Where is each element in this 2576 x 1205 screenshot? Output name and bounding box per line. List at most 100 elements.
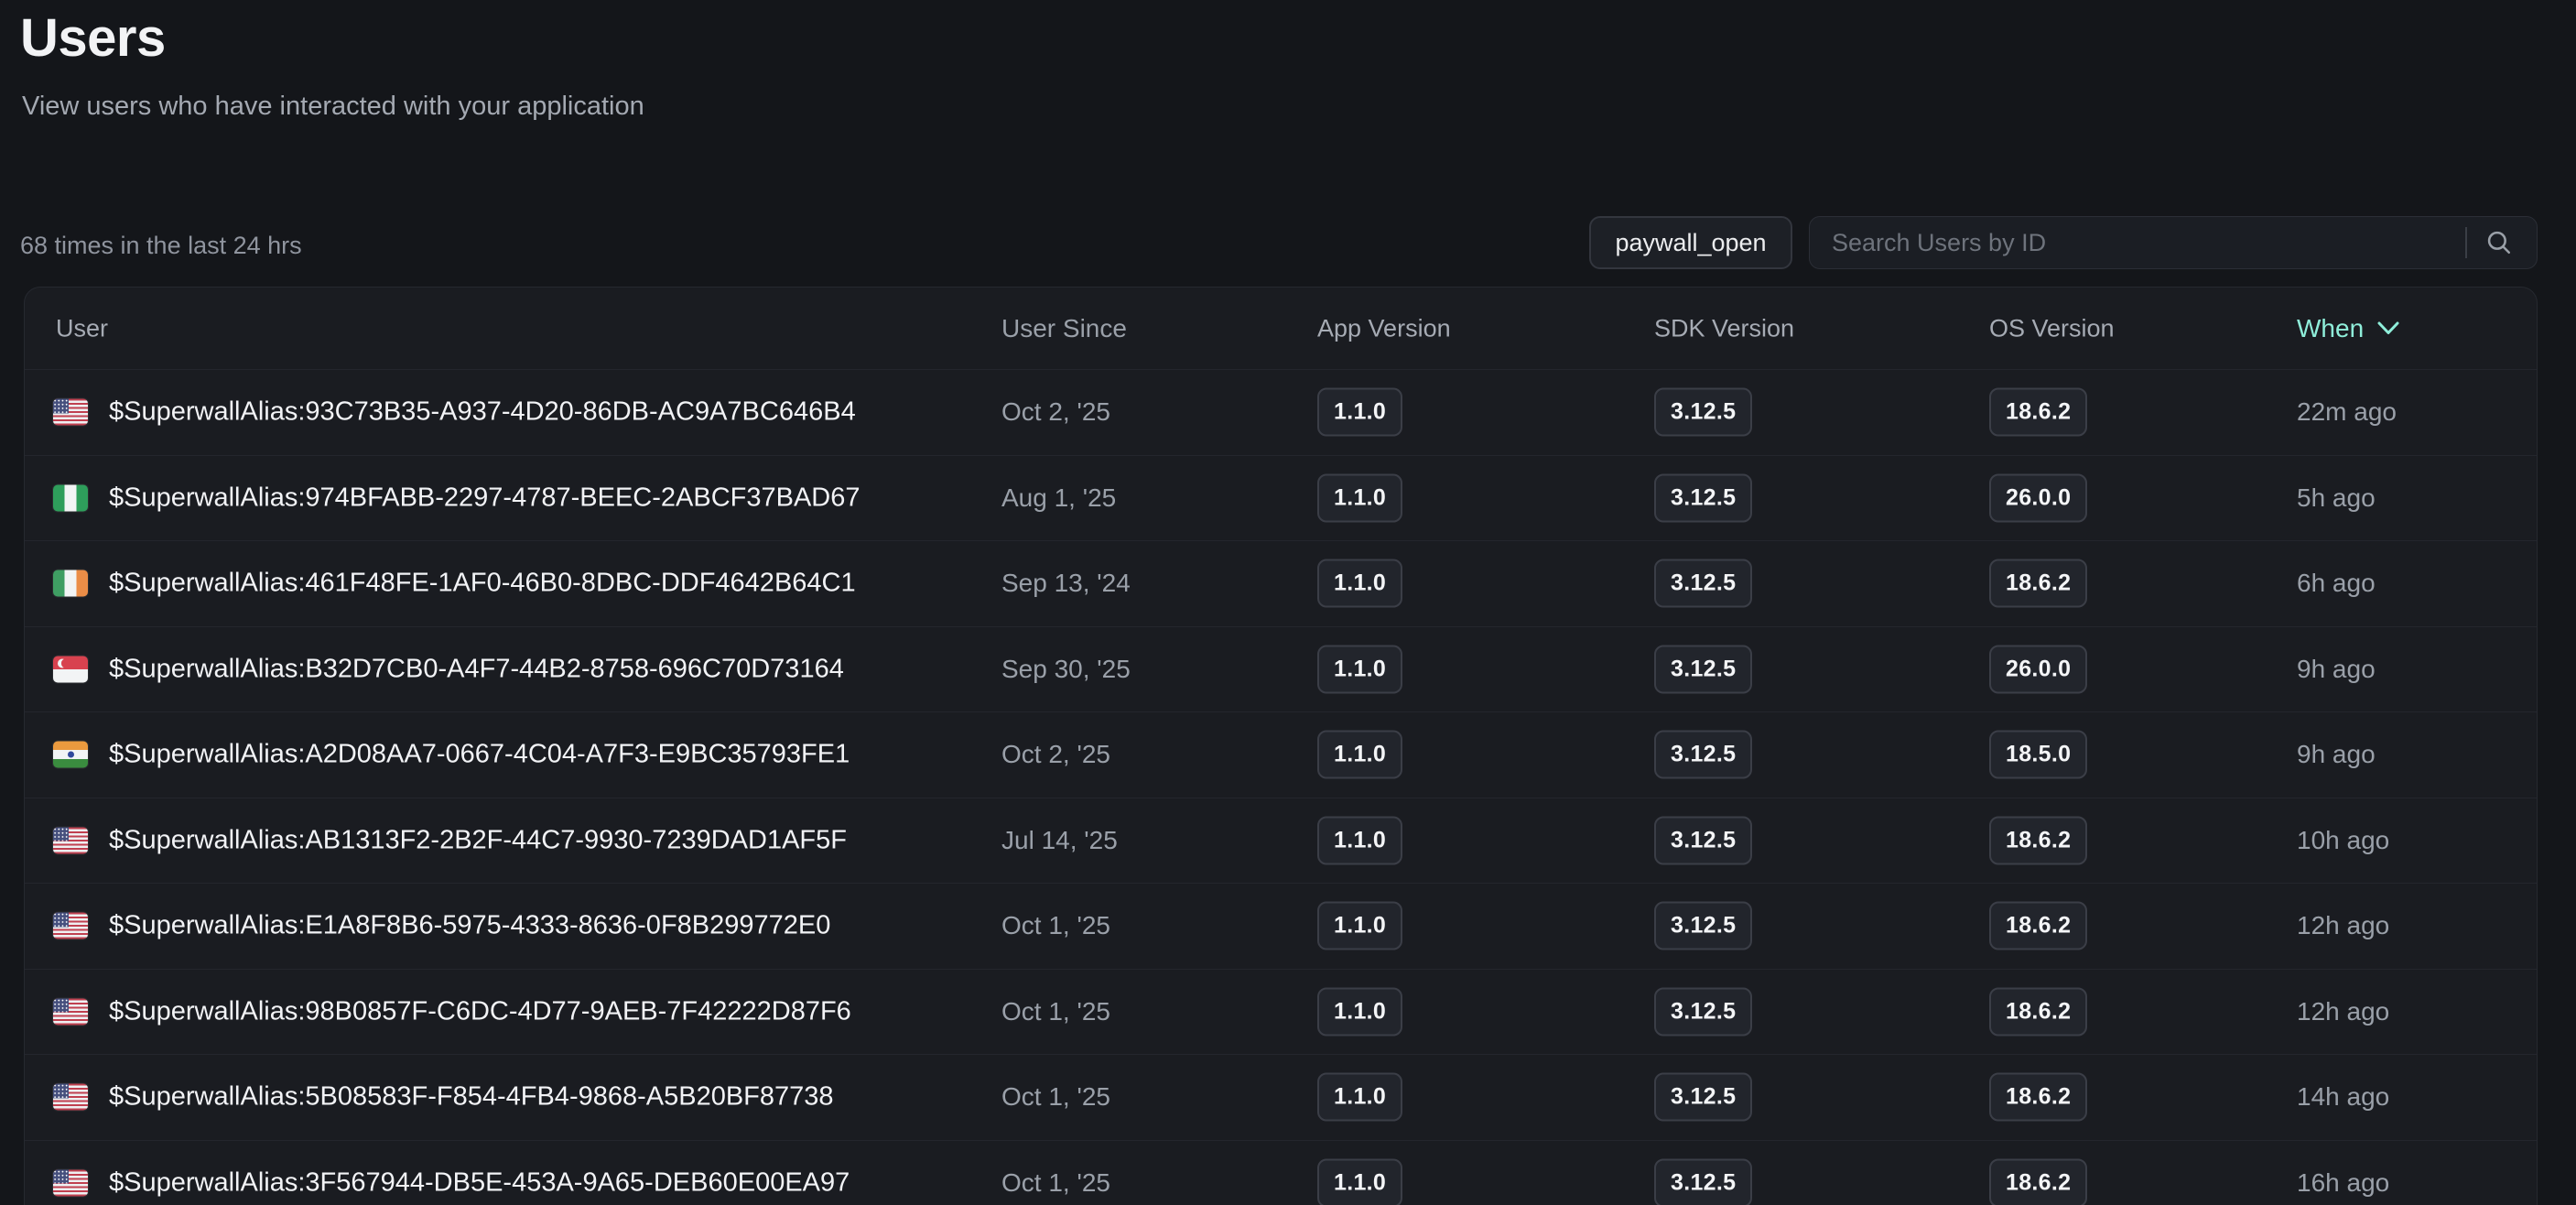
app-version-badge: 1.1.0	[1317, 1158, 1403, 1205]
last-seen-value: 12h ago	[2297, 996, 2390, 1026]
table-row[interactable]: $SuperwallAlias:B32D7CB0-A4F7-44B2-8758-…	[25, 625, 2537, 712]
user-since-value: Oct 2, '25	[1001, 740, 1110, 769]
app-version-badge: 1.1.0	[1317, 645, 1403, 694]
app-version-badge: 1.1.0	[1317, 559, 1403, 608]
us-flag-icon	[53, 827, 88, 854]
sdk-version-badge: 3.12.5	[1654, 387, 1753, 437]
user-since-value: Oct 1, '25	[1001, 996, 1110, 1026]
sdk-version-badge: 3.12.5	[1654, 645, 1753, 694]
sdk-version-badge: 3.12.5	[1654, 730, 1753, 779]
search-divider	[2465, 227, 2467, 258]
column-header-os-version[interactable]: OS Version	[1989, 314, 2115, 342]
app-version-badge: 1.1.0	[1317, 387, 1403, 437]
last-seen-value: 22m ago	[2297, 397, 2397, 427]
sdk-version-badge: 3.12.5	[1654, 816, 1753, 865]
app-version-badge: 1.1.0	[1317, 987, 1403, 1037]
app-version-badge: 1.1.0	[1317, 901, 1403, 950]
column-header-user[interactable]: User	[56, 314, 109, 342]
sdk-version-badge: 3.12.5	[1654, 901, 1753, 950]
user-id: $SuperwallAlias:98B0857F-C6DC-4D77-9AEB-…	[109, 996, 851, 1026]
app-version-badge: 1.1.0	[1317, 473, 1403, 523]
table-row[interactable]: $SuperwallAlias:98B0857F-C6DC-4D77-9AEB-…	[25, 968, 2537, 1055]
in-flag-icon	[53, 741, 88, 768]
page-subtitle: View users who have interacted with your…	[22, 92, 644, 121]
os-version-badge: 26.0.0	[1989, 473, 2088, 523]
last-seen-value: 6h ago	[2297, 569, 2376, 598]
last-seen-value: 16h ago	[2297, 1167, 2390, 1197]
app-version-badge: 1.1.0	[1317, 730, 1403, 779]
sdk-version-badge: 3.12.5	[1654, 559, 1753, 608]
os-version-badge: 26.0.0	[1989, 645, 2088, 694]
table-row[interactable]: $SuperwallAlias:3F567944-DB5E-453A-9A65-…	[25, 1139, 2537, 1205]
event-filter-label: paywall_open	[1615, 228, 1767, 256]
os-version-badge: 18.6.2	[1989, 559, 2088, 608]
chevron-down-icon	[2377, 321, 2399, 334]
user-id: $SuperwallAlias:B32D7CB0-A4F7-44B2-8758-…	[109, 654, 844, 684]
table-row[interactable]: $SuperwallAlias:A2D08AA7-0667-4C04-A7F3-…	[25, 711, 2537, 798]
event-filter-button[interactable]: paywall_open	[1589, 216, 1792, 269]
app-version-badge: 1.1.0	[1317, 816, 1403, 865]
us-flag-icon	[53, 1083, 88, 1111]
ie-flag-icon	[53, 570, 88, 597]
last-seen-value: 10h ago	[2297, 825, 2390, 854]
os-version-badge: 18.6.2	[1989, 387, 2088, 437]
event-count-text: 68 times in the last 24 hrs	[20, 232, 302, 259]
last-seen-value: 12h ago	[2297, 911, 2390, 940]
user-id: $SuperwallAlias:461F48FE-1AF0-46B0-8DBC-…	[109, 568, 856, 598]
user-since-value: Sep 30, '25	[1001, 654, 1131, 683]
table-row[interactable]: $SuperwallAlias:93C73B35-A937-4D20-86DB-…	[25, 369, 2537, 455]
os-version-badge: 18.6.2	[1989, 987, 2088, 1037]
table-row[interactable]: $SuperwallAlias:5B08583F-F854-4FB4-9868-…	[25, 1054, 2537, 1140]
column-header-sdk-version[interactable]: SDK Version	[1654, 314, 1795, 342]
search-icon	[2487, 231, 2511, 255]
os-version-badge: 18.6.2	[1989, 901, 2088, 950]
table-row[interactable]: $SuperwallAlias:E1A8F8B6-5975-4333-8636-…	[25, 883, 2537, 969]
search-input[interactable]	[1810, 217, 2465, 268]
app-version-badge: 1.1.0	[1317, 1072, 1403, 1122]
user-id: $SuperwallAlias:974BFABB-2297-4787-BEEC-…	[109, 483, 860, 513]
os-version-badge: 18.6.2	[1989, 816, 2088, 865]
sdk-version-badge: 3.12.5	[1654, 473, 1753, 523]
ng-flag-icon	[53, 484, 88, 512]
user-since-value: Oct 2, '25	[1001, 397, 1110, 427]
user-id: $SuperwallAlias:A2D08AA7-0667-4C04-A7F3-…	[109, 739, 850, 769]
user-id: $SuperwallAlias:3F567944-DB5E-453A-9A65-…	[109, 1167, 850, 1198]
user-id: $SuperwallAlias:AB1313F2-2B2F-44C7-9930-…	[109, 825, 847, 855]
os-version-badge: 18.6.2	[1989, 1158, 2088, 1205]
sg-flag-icon	[53, 656, 88, 683]
column-header-when-label: When	[2297, 313, 2365, 342]
last-seen-value: 9h ago	[2297, 740, 2376, 769]
sdk-version-badge: 3.12.5	[1654, 987, 1753, 1037]
user-since-value: Jul 14, '25	[1001, 825, 1118, 854]
last-seen-value: 5h ago	[2297, 483, 2376, 512]
user-since-value: Oct 1, '25	[1001, 911, 1110, 940]
table-body: $SuperwallAlias:93C73B35-A937-4D20-86DB-…	[25, 369, 2537, 1205]
last-seen-value: 14h ago	[2297, 1082, 2390, 1112]
sdk-version-badge: 3.12.5	[1654, 1072, 1753, 1122]
column-header-when[interactable]: When	[2297, 314, 2400, 343]
users-table: User User Since App Version SDK Version …	[24, 287, 2538, 1205]
page-title: Users	[20, 8, 166, 68]
user-since-value: Sep 13, '24	[1001, 569, 1131, 598]
table-row[interactable]: $SuperwallAlias:461F48FE-1AF0-46B0-8DBC-…	[25, 540, 2537, 626]
os-version-badge: 18.5.0	[1989, 730, 2088, 779]
table-row[interactable]: $SuperwallAlias:AB1313F2-2B2F-44C7-9930-…	[25, 797, 2537, 884]
us-flag-icon	[53, 1169, 88, 1197]
user-since-value: Aug 1, '25	[1001, 483, 1117, 512]
column-header-user-since[interactable]: User Since	[1001, 313, 1127, 342]
sdk-version-badge: 3.12.5	[1654, 1158, 1753, 1205]
us-flag-icon	[53, 912, 88, 939]
user-id: $SuperwallAlias:93C73B35-A937-4D20-86DB-…	[109, 396, 856, 427]
table-row[interactable]: $SuperwallAlias:974BFABB-2297-4787-BEEC-…	[25, 454, 2537, 541]
os-version-badge: 18.6.2	[1989, 1072, 2088, 1122]
search-button[interactable]	[2484, 227, 2537, 258]
us-flag-icon	[53, 998, 88, 1026]
user-id: $SuperwallAlias:5B08583F-F854-4FB4-9868-…	[109, 1081, 834, 1112]
search-box	[1809, 216, 2538, 269]
column-header-app-version[interactable]: App Version	[1317, 314, 1451, 342]
table-header: User User Since App Version SDK Version …	[25, 288, 2537, 369]
user-since-value: Oct 1, '25	[1001, 1167, 1110, 1197]
last-seen-value: 9h ago	[2297, 654, 2376, 683]
user-since-value: Oct 1, '25	[1001, 1082, 1110, 1112]
